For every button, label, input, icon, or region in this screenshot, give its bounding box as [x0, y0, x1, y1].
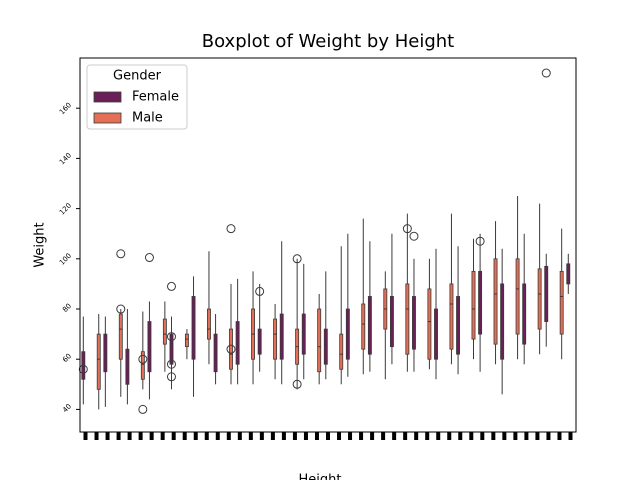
outlier — [166, 372, 176, 382]
box — [449, 283, 454, 350]
outlier — [226, 344, 236, 354]
outlier — [166, 359, 176, 369]
legend-swatch — [93, 91, 122, 103]
box — [515, 258, 520, 335]
outlier — [116, 304, 126, 314]
legend-label: Female — [132, 90, 179, 105]
box — [235, 321, 240, 365]
box — [213, 333, 218, 373]
legend-label: Male — [132, 111, 163, 126]
box — [566, 263, 571, 285]
box — [184, 333, 189, 348]
box — [96, 333, 101, 390]
box — [257, 328, 262, 355]
box — [559, 270, 564, 335]
box — [522, 283, 527, 345]
y-tick-label: 60 — [61, 352, 73, 364]
y-tick-label: 100 — [58, 252, 73, 267]
outlier — [475, 236, 485, 246]
y-tick-label: 120 — [58, 202, 73, 217]
outlier — [144, 253, 154, 263]
box — [118, 313, 123, 360]
outlier — [78, 364, 88, 374]
box — [544, 265, 549, 322]
y-tick-label: 160 — [58, 101, 73, 116]
legend-title: Gender — [113, 69, 162, 84]
box — [140, 351, 145, 380]
box — [456, 296, 461, 355]
y-tick-label: 80 — [61, 302, 73, 314]
y-axis-label: Weight — [33, 222, 48, 267]
outlier — [409, 231, 419, 241]
box — [229, 328, 233, 370]
box — [367, 296, 372, 355]
box — [434, 308, 438, 360]
outlier — [138, 404, 148, 414]
box — [169, 333, 174, 365]
box — [125, 348, 130, 385]
outlier — [541, 68, 551, 78]
box — [191, 296, 196, 360]
box — [162, 318, 167, 345]
x-axis-label: Height — [299, 473, 342, 480]
y-tick-label: 140 — [58, 151, 73, 166]
box — [537, 268, 542, 330]
box — [279, 313, 284, 360]
box — [339, 333, 344, 370]
box — [389, 296, 394, 348]
box — [323, 328, 328, 365]
outlier — [292, 254, 302, 264]
box — [273, 318, 278, 360]
box — [471, 270, 476, 340]
chart-title: Boxplot of Weight by Height — [202, 31, 454, 52]
legend: Gender Female Male — [86, 64, 188, 130]
outlier — [166, 332, 176, 342]
outlier — [226, 224, 236, 234]
box — [412, 296, 416, 350]
outlier — [402, 224, 412, 234]
outlier — [255, 286, 265, 296]
box — [478, 270, 483, 335]
box — [147, 321, 152, 373]
box — [405, 283, 410, 355]
box — [361, 303, 366, 350]
outlier — [138, 354, 148, 364]
box — [207, 308, 211, 340]
outlier — [116, 249, 126, 259]
legend-swatch — [93, 112, 122, 124]
box — [427, 288, 432, 360]
box — [317, 308, 322, 373]
box — [103, 333, 108, 373]
box — [493, 258, 498, 345]
y-tick-label: 40 — [61, 402, 73, 414]
outlier — [292, 379, 302, 389]
outlier — [166, 281, 176, 291]
plot-frame — [79, 57, 577, 433]
